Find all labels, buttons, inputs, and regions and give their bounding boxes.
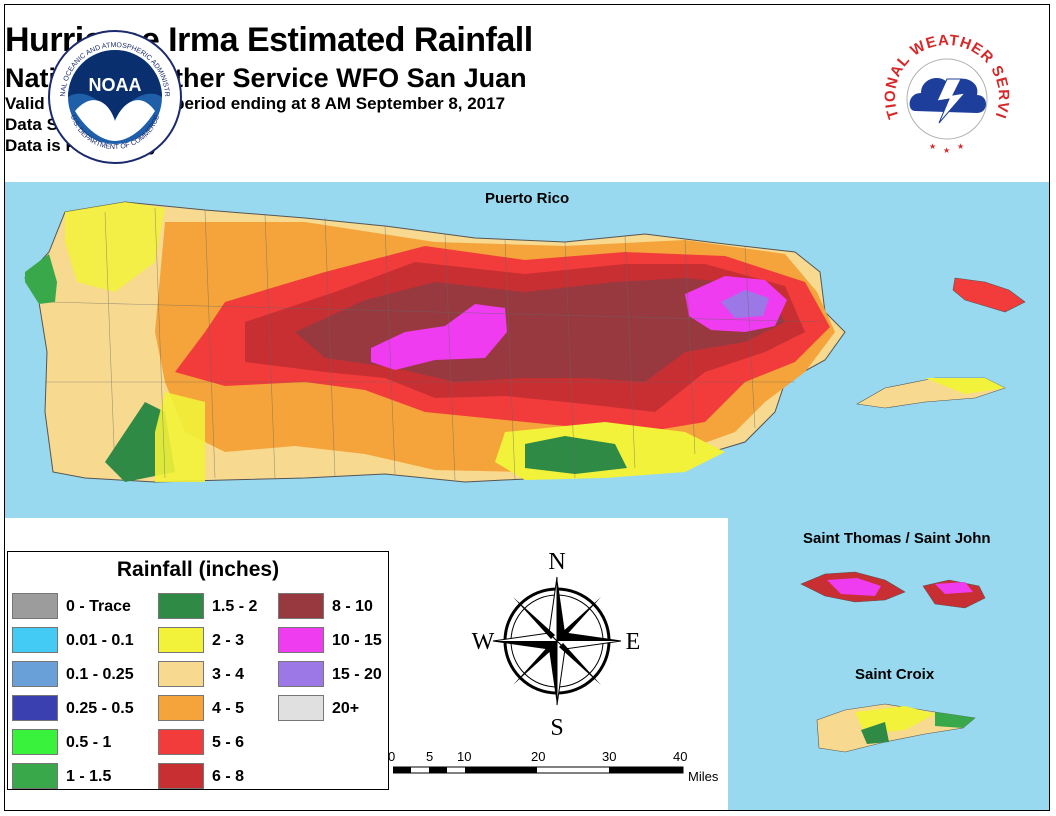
svg-text:★: ★ <box>929 142 936 151</box>
header: Hurricane Irma Estimated Rainfall Nation… <box>5 5 1049 183</box>
culebra-island <box>952 277 1026 313</box>
scale-tick-0: 0 <box>388 749 396 764</box>
compass-rose: N S W E <box>472 549 641 739</box>
map-frame: Hurricane Irma Estimated Rainfall Nation… <box>4 4 1050 811</box>
legend-swatch <box>12 763 58 789</box>
legend-swatch <box>158 593 204 619</box>
legend-label: 20+ <box>332 700 360 717</box>
rain-zone-south-green <box>525 436 627 474</box>
svg-text:★: ★ <box>943 146 950 155</box>
legend-label: 1.5 - 2 <box>212 598 258 615</box>
scale-tick-10: 10 <box>457 749 472 764</box>
legend-label: 10 - 15 <box>332 632 382 649</box>
legend-swatch <box>158 627 204 653</box>
scale-tick-40: 40 <box>673 749 688 764</box>
legend-label: 0.01 - 0.1 <box>66 632 134 649</box>
rain-zone-yellow-nw <box>65 202 165 292</box>
scale-bar-graphic <box>393 766 684 774</box>
scale-unit: Miles <box>688 769 719 784</box>
rain-zone-west-green <box>25 254 57 304</box>
st-croix-label: Saint Croix <box>855 666 935 683</box>
legend-label: 0.25 - 0.5 <box>66 700 134 717</box>
svg-text:★: ★ <box>957 142 964 151</box>
municipal-boundaries <box>45 207 826 481</box>
legend-swatch <box>158 729 204 755</box>
rain-zone-15-20 <box>721 290 769 318</box>
rainfall-map: Puerto Rico Saint Thomas / Saint John Sa… <box>5 182 1049 810</box>
legend-label: 8 - 10 <box>332 598 373 615</box>
legend-swatch <box>278 593 324 619</box>
legend-label: 0.5 - 1 <box>66 734 112 751</box>
legend-label: 4 - 5 <box>212 700 245 717</box>
nws-logo: NATIONAL WEATHER SERVICE ★ ★ ★ <box>877 27 1015 165</box>
compass-east: E <box>626 629 641 655</box>
rain-zone-10-15-central <box>371 304 507 370</box>
legend-swatch <box>12 661 58 687</box>
compass-north: N <box>548 549 565 575</box>
legend-label: 6 - 8 <box>212 768 245 785</box>
legend-label: 2 - 3 <box>212 632 245 649</box>
legend-swatch <box>158 695 204 721</box>
noaa-logo: NOAA NATIONAL OCEANIC AND ATMOSPHERIC AD… <box>47 29 182 164</box>
compass-west: W <box>472 629 495 655</box>
scale-tick-20: 20 <box>531 749 546 764</box>
legend-swatch <box>158 763 204 789</box>
legend-swatch <box>158 661 204 687</box>
scale-tick-30: 30 <box>602 749 617 764</box>
legend-swatch <box>12 729 58 755</box>
legend-swatch <box>12 695 58 721</box>
legend-label: 3 - 4 <box>212 666 245 683</box>
legend-label: 15 - 20 <box>332 666 382 683</box>
legend-title: Rainfall (inches) <box>116 558 280 581</box>
legend-label: 5 - 6 <box>212 734 245 751</box>
st-thomas-st-john-label: Saint Thomas / Saint John <box>803 530 991 547</box>
legend-label: 1 - 1.5 <box>66 768 112 785</box>
legend-label: 0 - Trace <box>66 598 131 615</box>
legend-swatch <box>278 627 324 653</box>
legend-label: 0.1 - 0.25 <box>66 666 134 683</box>
legend-swatch <box>278 661 324 687</box>
puerto-rico-label: Puerto Rico <box>485 190 570 207</box>
map-canvas <box>24 201 1026 753</box>
compass-south: S <box>550 715 563 739</box>
legend: Rainfall (inches) 0 - Trace 0.01 - 0.1 0.1… <box>7 551 389 790</box>
legend-swatch <box>12 627 58 653</box>
scale-tick-5: 5 <box>426 749 434 764</box>
scale-bar: 0 5 10 20 30 40 Miles <box>383 749 728 799</box>
legend-swatch <box>278 695 324 721</box>
noaa-logo-text: NOAA <box>89 75 142 95</box>
legend-swatch <box>12 593 58 619</box>
rain-zone-sw-yellow <box>155 392 205 482</box>
